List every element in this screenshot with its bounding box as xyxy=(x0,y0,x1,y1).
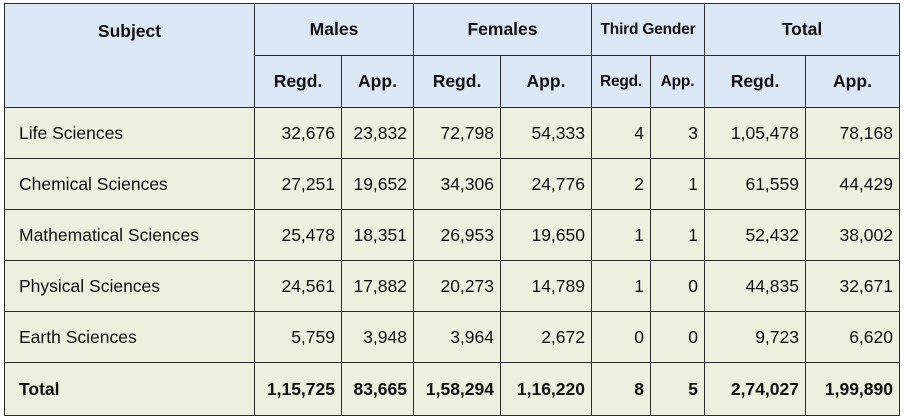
cell-males-app: 17,882 xyxy=(341,260,414,312)
cell-males-regd-total: 1,15,725 xyxy=(254,362,342,416)
table-row: Earth Sciences 5,759 3,948 3,964 2,672 0… xyxy=(4,311,900,363)
cell-third-gender-app: 3 xyxy=(650,107,705,159)
cell-third-gender-regd: 2 xyxy=(591,158,651,210)
table-row: Chemical Sciences 27,251 19,652 34,306 2… xyxy=(4,158,900,210)
table-container: Subject Males Females Third Gender Total… xyxy=(4,3,900,416)
cell-females-app: 14,789 xyxy=(500,260,592,312)
cell-third-gender-app-total: 5 xyxy=(650,362,705,416)
cell-total-regd: 44,835 xyxy=(704,260,806,312)
cell-females-app-total: 1,16,220 xyxy=(500,362,592,416)
cell-males-app: 3,948 xyxy=(341,311,414,363)
cell-females-app: 2,672 xyxy=(500,311,592,363)
cell-total-app: 6,620 xyxy=(805,311,900,363)
cell-total-regd: 1,05,478 xyxy=(704,107,806,159)
header-subject: Subject xyxy=(4,3,255,108)
cell-third-gender-regd: 1 xyxy=(591,209,651,261)
table-row: Life Sciences 32,676 23,832 72,798 54,33… xyxy=(4,107,900,159)
cell-total-app: 38,002 xyxy=(805,209,900,261)
header-females-regd: Regd. xyxy=(413,55,501,108)
cell-total-regd: 9,723 xyxy=(704,311,806,363)
cell-females-regd: 26,953 xyxy=(413,209,501,261)
row-subject-name: Chemical Sciences xyxy=(4,158,255,210)
cell-third-gender-app: 1 xyxy=(650,209,705,261)
cell-males-app: 19,652 xyxy=(341,158,414,210)
header-males-regd: Regd. xyxy=(254,55,342,108)
cell-total-regd-total: 2,74,027 xyxy=(704,362,806,416)
table-total-row: Total 1,15,725 83,665 1,58,294 1,16,220 … xyxy=(4,362,900,416)
cell-third-gender-app: 0 xyxy=(650,260,705,312)
cell-males-regd: 24,561 xyxy=(254,260,342,312)
cell-total-app: 78,168 xyxy=(805,107,900,159)
cell-total-regd: 52,432 xyxy=(704,209,806,261)
table-row: Physical Sciences 24,561 17,882 20,273 1… xyxy=(4,260,900,312)
cell-males-app-total: 83,665 xyxy=(341,362,414,416)
cell-third-gender-regd-total: 8 xyxy=(591,362,651,416)
cell-third-gender-regd: 0 xyxy=(591,311,651,363)
table-body: Life Sciences 32,676 23,832 72,798 54,33… xyxy=(4,107,900,416)
cell-males-regd: 5,759 xyxy=(254,311,342,363)
cell-females-app: 24,776 xyxy=(500,158,592,210)
cell-females-regd-total: 1,58,294 xyxy=(413,362,501,416)
row-subject-name: Life Sciences xyxy=(4,107,255,159)
cell-third-gender-regd: 1 xyxy=(591,260,651,312)
cell-males-regd: 32,676 xyxy=(254,107,342,159)
row-subject-name: Mathematical Sciences xyxy=(4,209,255,261)
header-males: Males xyxy=(254,3,414,56)
cell-total-regd: 61,559 xyxy=(704,158,806,210)
cell-males-regd: 27,251 xyxy=(254,158,342,210)
header-females: Females xyxy=(413,3,592,56)
header-total-regd: Regd. xyxy=(704,55,806,108)
cell-third-gender-app: 1 xyxy=(650,158,705,210)
cell-third-gender-app: 0 xyxy=(650,311,705,363)
header-total: Total xyxy=(704,3,900,56)
cell-females-app: 54,333 xyxy=(500,107,592,159)
header-total-app: App. xyxy=(805,55,900,108)
cell-females-app: 19,650 xyxy=(500,209,592,261)
cell-total-app-total: 1,99,890 xyxy=(805,362,900,416)
cell-total-app: 32,671 xyxy=(805,260,900,312)
table-header: Subject Males Females Third Gender Total… xyxy=(4,3,900,108)
cell-females-regd: 72,798 xyxy=(413,107,501,159)
cell-third-gender-regd: 4 xyxy=(591,107,651,159)
header-third-gender-app: App. xyxy=(650,55,705,108)
header-males-app: App. xyxy=(341,55,414,108)
cell-males-app: 23,832 xyxy=(341,107,414,159)
cell-females-regd: 34,306 xyxy=(413,158,501,210)
header-third-gender: Third Gender xyxy=(591,3,705,56)
row-subject-name: Earth Sciences xyxy=(4,311,255,363)
header-third-gender-regd: Regd. xyxy=(591,55,651,108)
table-row: Mathematical Sciences 25,478 18,351 26,9… xyxy=(4,209,900,261)
header-females-app: App. xyxy=(500,55,592,108)
cell-males-regd: 25,478 xyxy=(254,209,342,261)
cell-males-app: 18,351 xyxy=(341,209,414,261)
cell-females-regd: 3,964 xyxy=(413,311,501,363)
row-subject-name: Physical Sciences xyxy=(4,260,255,312)
cell-females-regd: 20,273 xyxy=(413,260,501,312)
cell-total-app: 44,429 xyxy=(805,158,900,210)
row-total-label: Total xyxy=(4,362,255,416)
registration-table: Subject Males Females Third Gender Total… xyxy=(4,3,900,416)
